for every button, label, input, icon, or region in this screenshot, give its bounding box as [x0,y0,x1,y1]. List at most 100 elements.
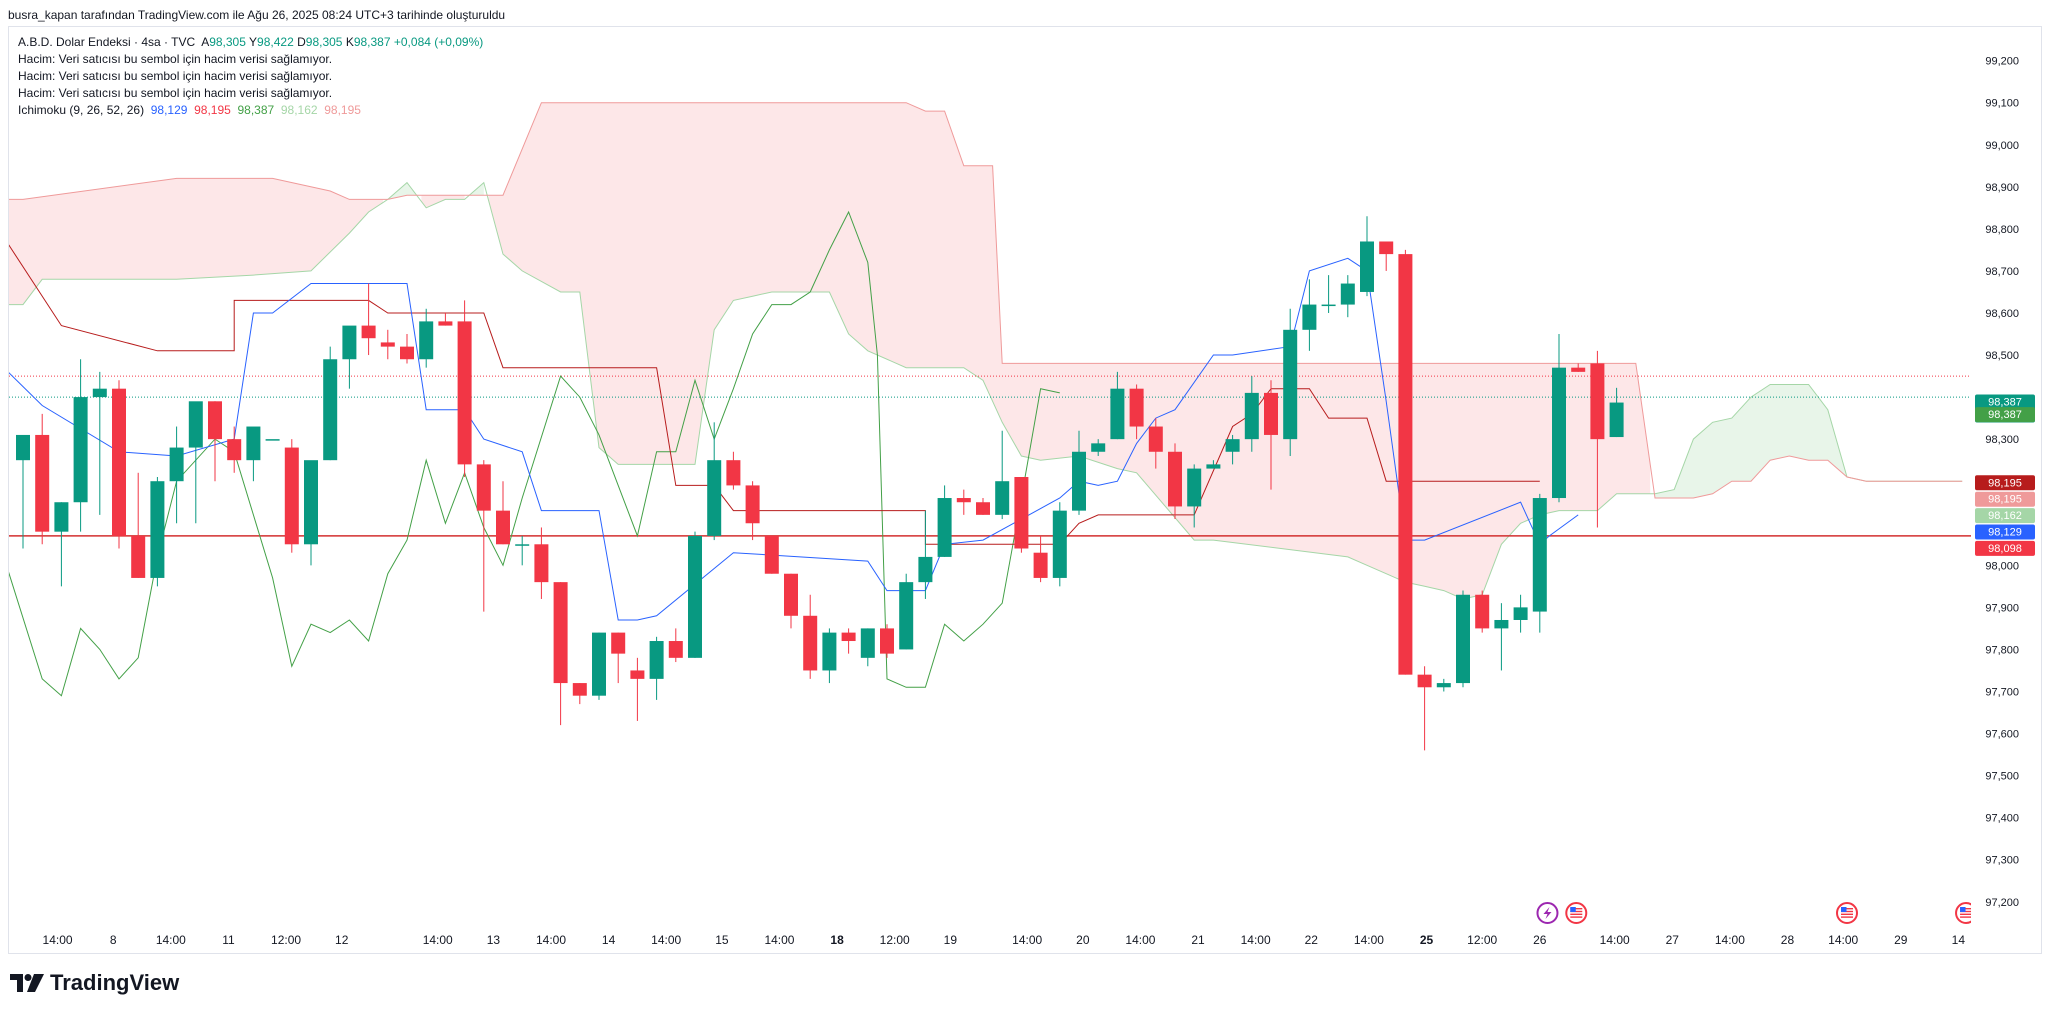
tradingview-brand[interactable]: TradingView [10,970,179,996]
price-axis-tick-label: 99,200 [1985,56,2019,68]
symbol-label[interactable]: A.B.D. Dolar Endeksi · 4sa · TVC [18,35,196,49]
candle-body [1552,367,1566,499]
ichimoku-label: Ichimoku (9, 26, 52, 26) [18,103,145,117]
candle [899,573,914,650]
candle [553,582,568,726]
candle [572,683,587,705]
candle-body [1340,283,1355,305]
candle [131,472,146,578]
time-axis-tick-label: 12 [335,933,349,947]
candle [611,632,626,684]
candle-body [1264,392,1278,435]
time-axis-tick-label: 21 [1191,933,1205,947]
time-axis-tick-label: 15 [715,933,729,947]
candle-body [1187,468,1202,507]
time-axis-tick-label: 14:00 [1828,933,1858,947]
price-axis-tick-label: 99,000 [1985,140,2019,152]
candle [1417,666,1432,751]
candle [1321,275,1336,313]
candle [764,535,779,574]
price-axis: 99,200 99,100 99,000 98,900 98,800 98,700 98,6… [1975,56,2035,909]
flag-stripe [1841,908,1853,910]
candle [1340,275,1355,318]
candle [918,510,933,599]
flag-icon-ring [1565,902,1588,924]
candle [1513,594,1528,633]
flag-stripe [1570,908,1583,910]
flag-stripe [1570,910,1583,913]
candle-body [419,321,434,360]
plot-area [9,102,1976,924]
candle [304,460,318,566]
price-axis-tick-label: 97,400 [1985,813,2019,825]
candle [1532,493,1547,633]
candle-body [668,641,683,658]
candle-body [1244,392,1259,440]
candle [688,531,702,658]
candle-body [54,502,69,532]
candle-body [515,544,530,546]
candle [1456,590,1470,688]
candle-body [860,628,875,658]
candle-body [1225,439,1240,452]
time-axis-tick-label: 8 [110,933,117,947]
candle-body [841,632,856,642]
candle [323,346,338,461]
price-tag-text: 98,098 [1988,543,2022,555]
candle [150,477,165,587]
volume-legend-row[interactable]: Hacim: Veri satıcısı bu sembol için haci… [18,69,333,83]
price-axis-tick-label: 97,200 [1985,897,2019,909]
candle-body [496,510,510,545]
candle-body [1072,451,1086,511]
price-axis-tick-label: 98,900 [1985,182,2019,194]
candle-body [16,434,30,461]
candle-body [438,321,453,326]
candle [649,636,664,700]
price-axis-tick-label: 97,500 [1985,771,2019,783]
candle-body [1148,426,1163,452]
price-tag-label: 98,195 [1975,491,2035,507]
candle [1091,439,1106,456]
price-tag-background [1975,540,2035,556]
time-axis-tick-label: 29 [1894,933,1908,947]
candle [1129,384,1144,440]
candle [1571,363,1586,372]
candle [1014,477,1029,553]
candle-body [150,481,165,578]
volume-legend-row[interactable]: Hacim: Veri satıcısı bu sembol için haci… [18,52,333,66]
candle-body [803,615,818,671]
leading-span-a-value: 98,162 [280,103,318,117]
candle [1494,603,1509,671]
price-tag-label: 98,129 [1975,524,2035,540]
change-value: +0,084 (+0,09%) [393,35,484,49]
time-axis-tick-label: 28 [1781,933,1795,947]
candle [1110,371,1125,440]
candle [1552,334,1566,503]
candle-body [1110,388,1125,440]
candle-body [1436,683,1451,688]
candle-body [361,325,376,339]
us-flag-event-icon[interactable] [1955,902,1976,924]
candlestick-chart[interactable]: 99,200 99,100 99,000 98,900 98,800 98,700 98,6… [9,27,2043,955]
ichimoku-legend-row[interactable]: Ichimoku (9, 26, 52, 26) 98,129 98,195 9… [18,102,483,119]
us-flag-event-icon[interactable] [1836,902,1858,924]
candle [54,502,69,587]
candle [92,371,107,515]
candle-body [1283,329,1298,440]
time-axis-tick-label: 12:00 [880,933,910,947]
candle-body [323,359,338,461]
lightning-event-icon[interactable] [1536,902,1559,924]
candle [342,325,357,389]
price-tag-background [1975,508,2035,524]
time-axis-tick-label: 12:00 [271,933,301,947]
candle [1187,464,1202,528]
candle-body [35,434,50,532]
candle [1206,460,1221,469]
time-axis-tick-label: 13 [487,933,501,947]
price-tag-text: 98,387 [1988,409,2022,421]
candle-body [284,447,299,545]
us-flag-event-icon[interactable] [1565,902,1588,924]
candle-body [227,439,242,461]
volume-legend-row[interactable]: Hacim: Veri satıcısı bu sembol için haci… [18,86,333,100]
candle-body [688,535,702,658]
